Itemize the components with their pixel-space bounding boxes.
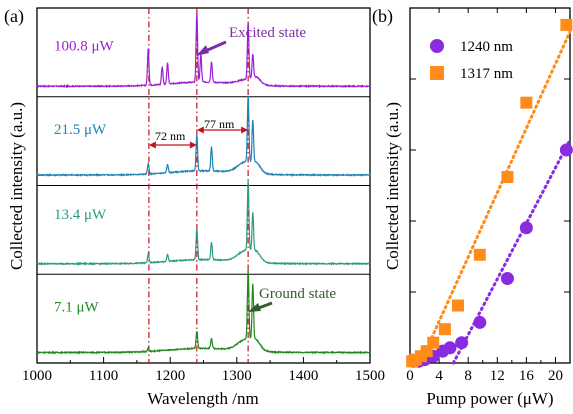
- x-tick-label: 8: [464, 368, 472, 384]
- x-tick-label: 12: [490, 368, 505, 384]
- data-point-circle: [455, 336, 469, 350]
- panel-b-fit-lines: [418, 30, 572, 365]
- gap-arrowhead: [189, 141, 197, 149]
- x-tick-label: 16: [519, 368, 535, 384]
- data-point-circle: [473, 315, 487, 329]
- panel-b-legend: 1240 nm 1317 nm: [430, 39, 513, 82]
- panel-b-label: (b): [372, 6, 393, 27]
- data-point-square: [438, 323, 451, 336]
- x-tick-label: 1000: [22, 368, 52, 384]
- panel-b-frame: [409, 7, 571, 364]
- x-tick-label: 1200: [155, 368, 185, 384]
- x-tick-label: 20: [548, 368, 563, 384]
- legend-label: 1317 nm: [460, 66, 513, 82]
- data-point-square: [501, 171, 514, 184]
- series-label: 21.5 μW: [54, 122, 107, 138]
- gap-arrows: [148, 126, 249, 149]
- data-point-circle: [519, 221, 533, 235]
- data-point-circle: [559, 143, 573, 157]
- x-tick-label: 1300: [222, 368, 252, 384]
- panel-a-x-ticks: 1000 1100 1200 1300 1400 1500: [22, 357, 385, 384]
- x-tick-label: 4: [435, 368, 443, 384]
- panel-a-dividers: [37, 96, 370, 275]
- panel-b-x-ticks: 0 4 8 12 16 20: [406, 8, 563, 384]
- x-tick-label: 1400: [288, 368, 318, 384]
- panel-a-spectra: (a) 1000 1100 1200 1300 1400 1500 Wavelength …: [4, 6, 385, 408]
- panel-a-series-labels: 100.8 μW 21.5 μW 13.4 μW 7.1 μW: [54, 39, 115, 316]
- panel-a-y-axis-title: Collected intensity (a.u.): [7, 102, 26, 270]
- spectrum-line: [36, 95, 371, 178]
- x-tick-label: 1500: [355, 368, 385, 384]
- gap-arrowhead: [148, 141, 156, 149]
- series-label: 100.8 μW: [54, 39, 115, 55]
- legend-marker-circle: [430, 39, 444, 53]
- panel-a-series: [36, 13, 371, 355]
- legend-label: 1240 nm: [460, 39, 513, 55]
- ground-state-label: Ground state: [259, 286, 336, 302]
- data-point-square: [473, 248, 486, 261]
- data-point-circle: [500, 271, 514, 285]
- panel-b-points: [406, 18, 573, 368]
- data-point-square: [560, 18, 573, 31]
- data-point-square: [520, 96, 533, 109]
- spectrum-line: [36, 13, 371, 89]
- gap-label-72nm: 72 nm: [155, 129, 186, 143]
- gap-arrowhead: [196, 126, 204, 134]
- series-label: 7.1 μW: [54, 300, 100, 316]
- fit-line: [451, 138, 572, 365]
- fit-line: [418, 30, 572, 365]
- panel-a-x-axis-title: Wavelength /nm: [147, 389, 258, 408]
- legend-marker-square: [430, 66, 444, 80]
- gap-arrowhead: [241, 126, 249, 134]
- excited-state-arrowhead: [196, 45, 209, 56]
- panel-b-y-axis-title: Collected intensity (a.u.): [383, 102, 402, 270]
- spectrum-line: [36, 269, 371, 355]
- data-point-square: [452, 299, 464, 312]
- x-tick-label: 0: [406, 368, 414, 384]
- spectrum-line: [36, 180, 371, 266]
- panel-b-x-axis-title: Pump power (μW): [426, 389, 553, 408]
- series-label: 13.4 μW: [54, 207, 107, 223]
- gap-label-77nm: 77 nm: [204, 117, 235, 131]
- panel-a-label: (a): [4, 6, 24, 27]
- panel-b-power-dependence: (b) 0 4 8 12 16 20 1240 nm 1317 nm Pump power …: [372, 6, 573, 408]
- excited-state-label: Excited state: [229, 25, 306, 41]
- ground-state-arrowhead: [248, 303, 261, 312]
- data-point-circle: [443, 341, 457, 355]
- data-point-square: [427, 336, 440, 349]
- x-tick-label: 1100: [89, 368, 118, 384]
